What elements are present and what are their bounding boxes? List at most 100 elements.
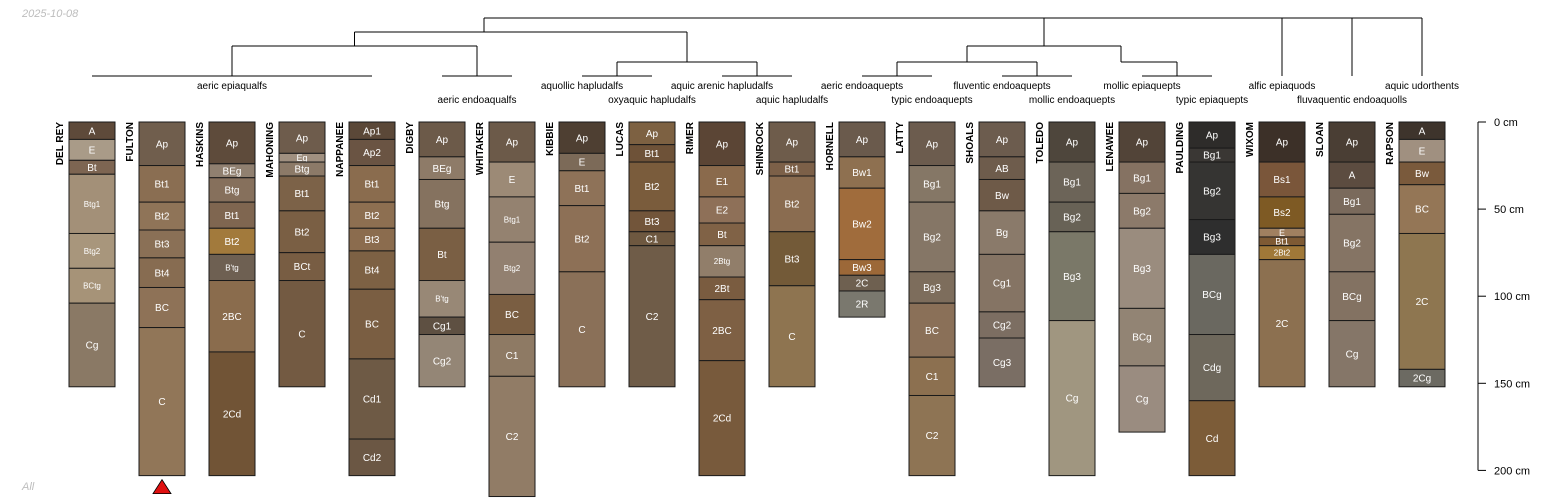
taxon-label: aeric epiaqualfs <box>197 81 267 92</box>
taxon-label: typic epiaquepts <box>1176 95 1248 106</box>
horizon-bs2 <box>1258 196 1306 229</box>
horizon-label: Bg3 <box>1203 233 1221 244</box>
profile-name: SLOAN <box>1315 122 1326 157</box>
depth-tick-label: 150 cm <box>1494 378 1530 390</box>
horizon-label: Bt <box>717 230 727 241</box>
horizon-bg3 <box>1048 231 1096 322</box>
profile-name: KIBBIE <box>545 122 556 156</box>
horizon-label: Ap <box>786 138 799 149</box>
horizon-label: 2Cg <box>1413 374 1431 385</box>
profile-haskins: Ap BEg Btg Bt1 Bt2 B'tg 2BC 2Cd HASKINS <box>195 121 256 477</box>
horizon-label: Ap <box>576 133 589 144</box>
horizon-bt1 <box>558 170 606 207</box>
horizon-label: B'tg <box>435 295 449 304</box>
horizon-label: Bt4 <box>364 266 379 277</box>
profile-shoals: Ap AB Bw Bg Cg1 Cg2 Cg3 SHOALS <box>965 121 1026 388</box>
horizon-label: Bg2 <box>1343 239 1361 250</box>
profile-digby: Ap BEg Btg Bt B'tg Cg1 Cg2 DIGBY <box>405 121 466 388</box>
horizon-label: BEg <box>433 164 452 175</box>
horizon-label: Bs1 <box>1273 175 1291 186</box>
horizon-e <box>488 161 536 198</box>
horizon-label: Bt <box>437 250 447 261</box>
profile-del-rey: AE Bt Btg1 Btg2 BCtg Cg DEL REY <box>55 121 116 388</box>
horizon-label: BC <box>925 326 939 337</box>
horizon-label: Bt <box>87 163 97 174</box>
horizon-cg <box>1118 365 1166 433</box>
horizon-bt1 <box>208 201 256 229</box>
horizon-c1 <box>488 334 536 377</box>
profile-name: MAHONING <box>265 122 276 178</box>
profile-name: HORNELL <box>825 122 836 170</box>
horizon-label: Bg3 <box>923 283 941 294</box>
taxon-label: alfic epiaquods <box>1249 81 1316 92</box>
horizon-label: C <box>578 325 585 336</box>
horizon-label: Bt2 <box>294 227 309 238</box>
horizon-c <box>558 271 606 388</box>
horizon-cg3 <box>978 337 1026 388</box>
profile-lenawee: Ap Bg1 Bg2 Bg3 BCg Cg LENAWEE <box>1105 121 1166 433</box>
horizon-label: Bg2 <box>1063 213 1081 224</box>
horizon-label: Cg <box>86 341 99 352</box>
horizon-cd2 <box>348 438 396 477</box>
horizon-bt <box>418 227 466 282</box>
horizon-bt1 <box>278 175 326 212</box>
taxon-label: mollic epiaquepts <box>1103 81 1180 92</box>
horizon-label: Ap <box>1206 131 1219 142</box>
horizon-label: E <box>89 145 96 156</box>
horizon-bt3 <box>768 231 816 287</box>
date-stamp: 2025-10-08 <box>22 8 79 20</box>
dendrogram <box>92 17 1423 77</box>
profile-rimer: Ap E1 E2 Bt 2Btg 2Bt 2BC 2Cd RIMER <box>685 121 746 477</box>
horizon-cd1 <box>348 358 396 440</box>
horizon-label: Cdg <box>1203 363 1221 374</box>
horizon-c2 <box>908 394 956 477</box>
horizon-label: BCtg <box>83 282 101 291</box>
horizon-label: Ap <box>1276 138 1289 149</box>
horizon-bc <box>1398 184 1446 234</box>
horizon-ap <box>558 121 606 154</box>
horizon-ap <box>1048 121 1096 163</box>
taxon-label: fluventic endoaquepts <box>953 81 1050 92</box>
horizon-label: 2BC <box>222 312 241 323</box>
horizon-bg1 <box>1048 161 1096 203</box>
horizon-ap <box>698 121 746 167</box>
profile-name: WHITAKER <box>475 121 486 175</box>
horizon-label: Btg <box>294 165 309 176</box>
horizon-btg2 <box>68 232 116 269</box>
horizon-2c <box>1398 232 1446 370</box>
horizon-label: E2 <box>716 206 729 217</box>
taxon-label: typic endoaquepts <box>891 95 972 106</box>
horizon-bg2 <box>1118 192 1166 229</box>
horizon-label: Bg1 <box>923 179 941 190</box>
horizon-bt1 <box>348 165 396 203</box>
horizon-2c <box>1258 259 1306 388</box>
profile-mahoning: Ap Eg Btg Bt1 Bt2 BCt C MAHONING <box>265 121 326 388</box>
horizon-c2 <box>628 245 676 388</box>
profile-kibbie: Ap E Bt1 Bt2 C KIBBIE <box>545 121 606 388</box>
horizon-label: BEg <box>223 166 242 177</box>
horizon-cdg <box>1188 334 1236 402</box>
horizon-label: A <box>89 126 96 137</box>
profile-lucas: Ap Bt1 Bt2 Bt3 C1 C2 LUCAS <box>615 121 676 388</box>
horizon-label: C2 <box>926 431 939 442</box>
horizon-label: Bt1 <box>364 179 379 190</box>
profile-name: RIMER <box>685 121 696 154</box>
horizon-2r <box>838 290 886 318</box>
horizon-bg3 <box>1188 219 1236 255</box>
horizon-label: Cd2 <box>363 453 382 464</box>
profile-rapson: AE Bw BC 2C 2Cg RAPSON <box>1385 121 1446 388</box>
horizon-label: Ap <box>926 139 939 150</box>
horizon-label: Bw <box>995 191 1010 202</box>
profile-name: TOLEDO <box>1035 122 1046 164</box>
horizon-label: Bt1 <box>154 179 169 190</box>
horizon-label: Bt1 <box>294 189 309 200</box>
horizon-label: Btg1 <box>84 200 101 209</box>
depth-axis: 0 cm 50 cm 100 cm 150 cm 200 cm <box>1477 117 1530 477</box>
depth-tick-label: 50 cm <box>1494 204 1524 216</box>
profile-name: SHOALS <box>965 122 976 164</box>
taxon-label: aeric endoaquepts <box>821 81 903 92</box>
horizon-bg1 <box>908 165 956 203</box>
horizon-label: 2BC <box>712 326 731 337</box>
horizon-c2 <box>488 375 536 498</box>
